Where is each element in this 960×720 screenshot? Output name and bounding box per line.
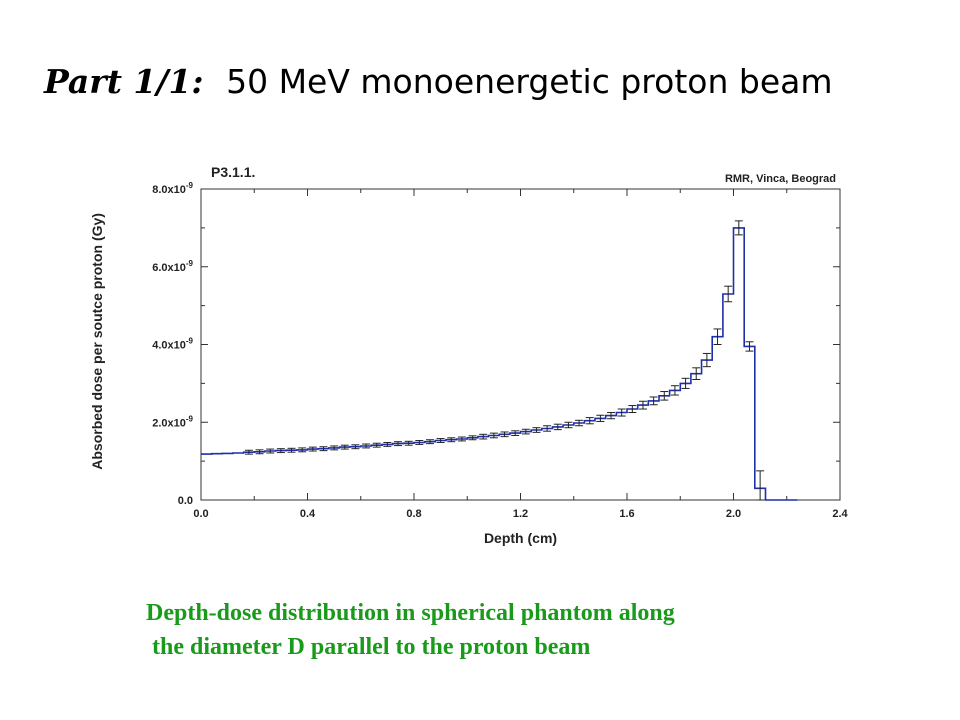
y-tick-label: 0.0 <box>178 495 193 507</box>
x-tick-label: 2.0 <box>726 508 741 520</box>
chart-title: P3.1.1. <box>211 164 255 180</box>
series-step-line <box>201 227 798 501</box>
depth-dose-chart: 0.0 0.4 0.8 1.2 1.6 2.0 2.4 0.0 2.0x10-9 4.0x10-9… <box>89 164 849 546</box>
chart-annotation: RMR, Vinca, Beograd <box>725 173 836 185</box>
y-tick-label: 2.0x10-9 <box>152 414 193 429</box>
slide-title: Part 1/1: 50 MeV monoenergetic proton be… <box>44 62 833 101</box>
y-tick-label: 6.0x10-9 <box>152 259 193 274</box>
x-axis-label: Depth (cm) <box>484 530 557 546</box>
y-tick-label: 8.0x10-9 <box>152 181 193 196</box>
caption-line-1: Depth-dose distribution in spherical pha… <box>146 600 675 626</box>
x-tick-label: 0.4 <box>300 508 316 520</box>
x-tick-label: 1.2 <box>513 508 528 520</box>
x-tick-label: 0.0 <box>193 508 208 520</box>
caption-line-2: the diameter D parallel to the proton be… <box>146 634 591 660</box>
x-tick-label: 2.4 <box>832 508 848 520</box>
y-axis-label: Absorbed dose per soutce proton (Gy) <box>89 213 105 470</box>
title-main: 50 MeV monoenergetic proton beam <box>226 62 833 101</box>
title-part-label: Part 1/1: <box>44 62 204 101</box>
y-tick-label: 4.0x10-9 <box>152 337 193 352</box>
figure-caption: Depth-dose distribution in spherical pha… <box>146 596 675 664</box>
x-tick-label: 0.8 <box>406 508 421 520</box>
x-tick-label: 1.6 <box>619 508 634 520</box>
